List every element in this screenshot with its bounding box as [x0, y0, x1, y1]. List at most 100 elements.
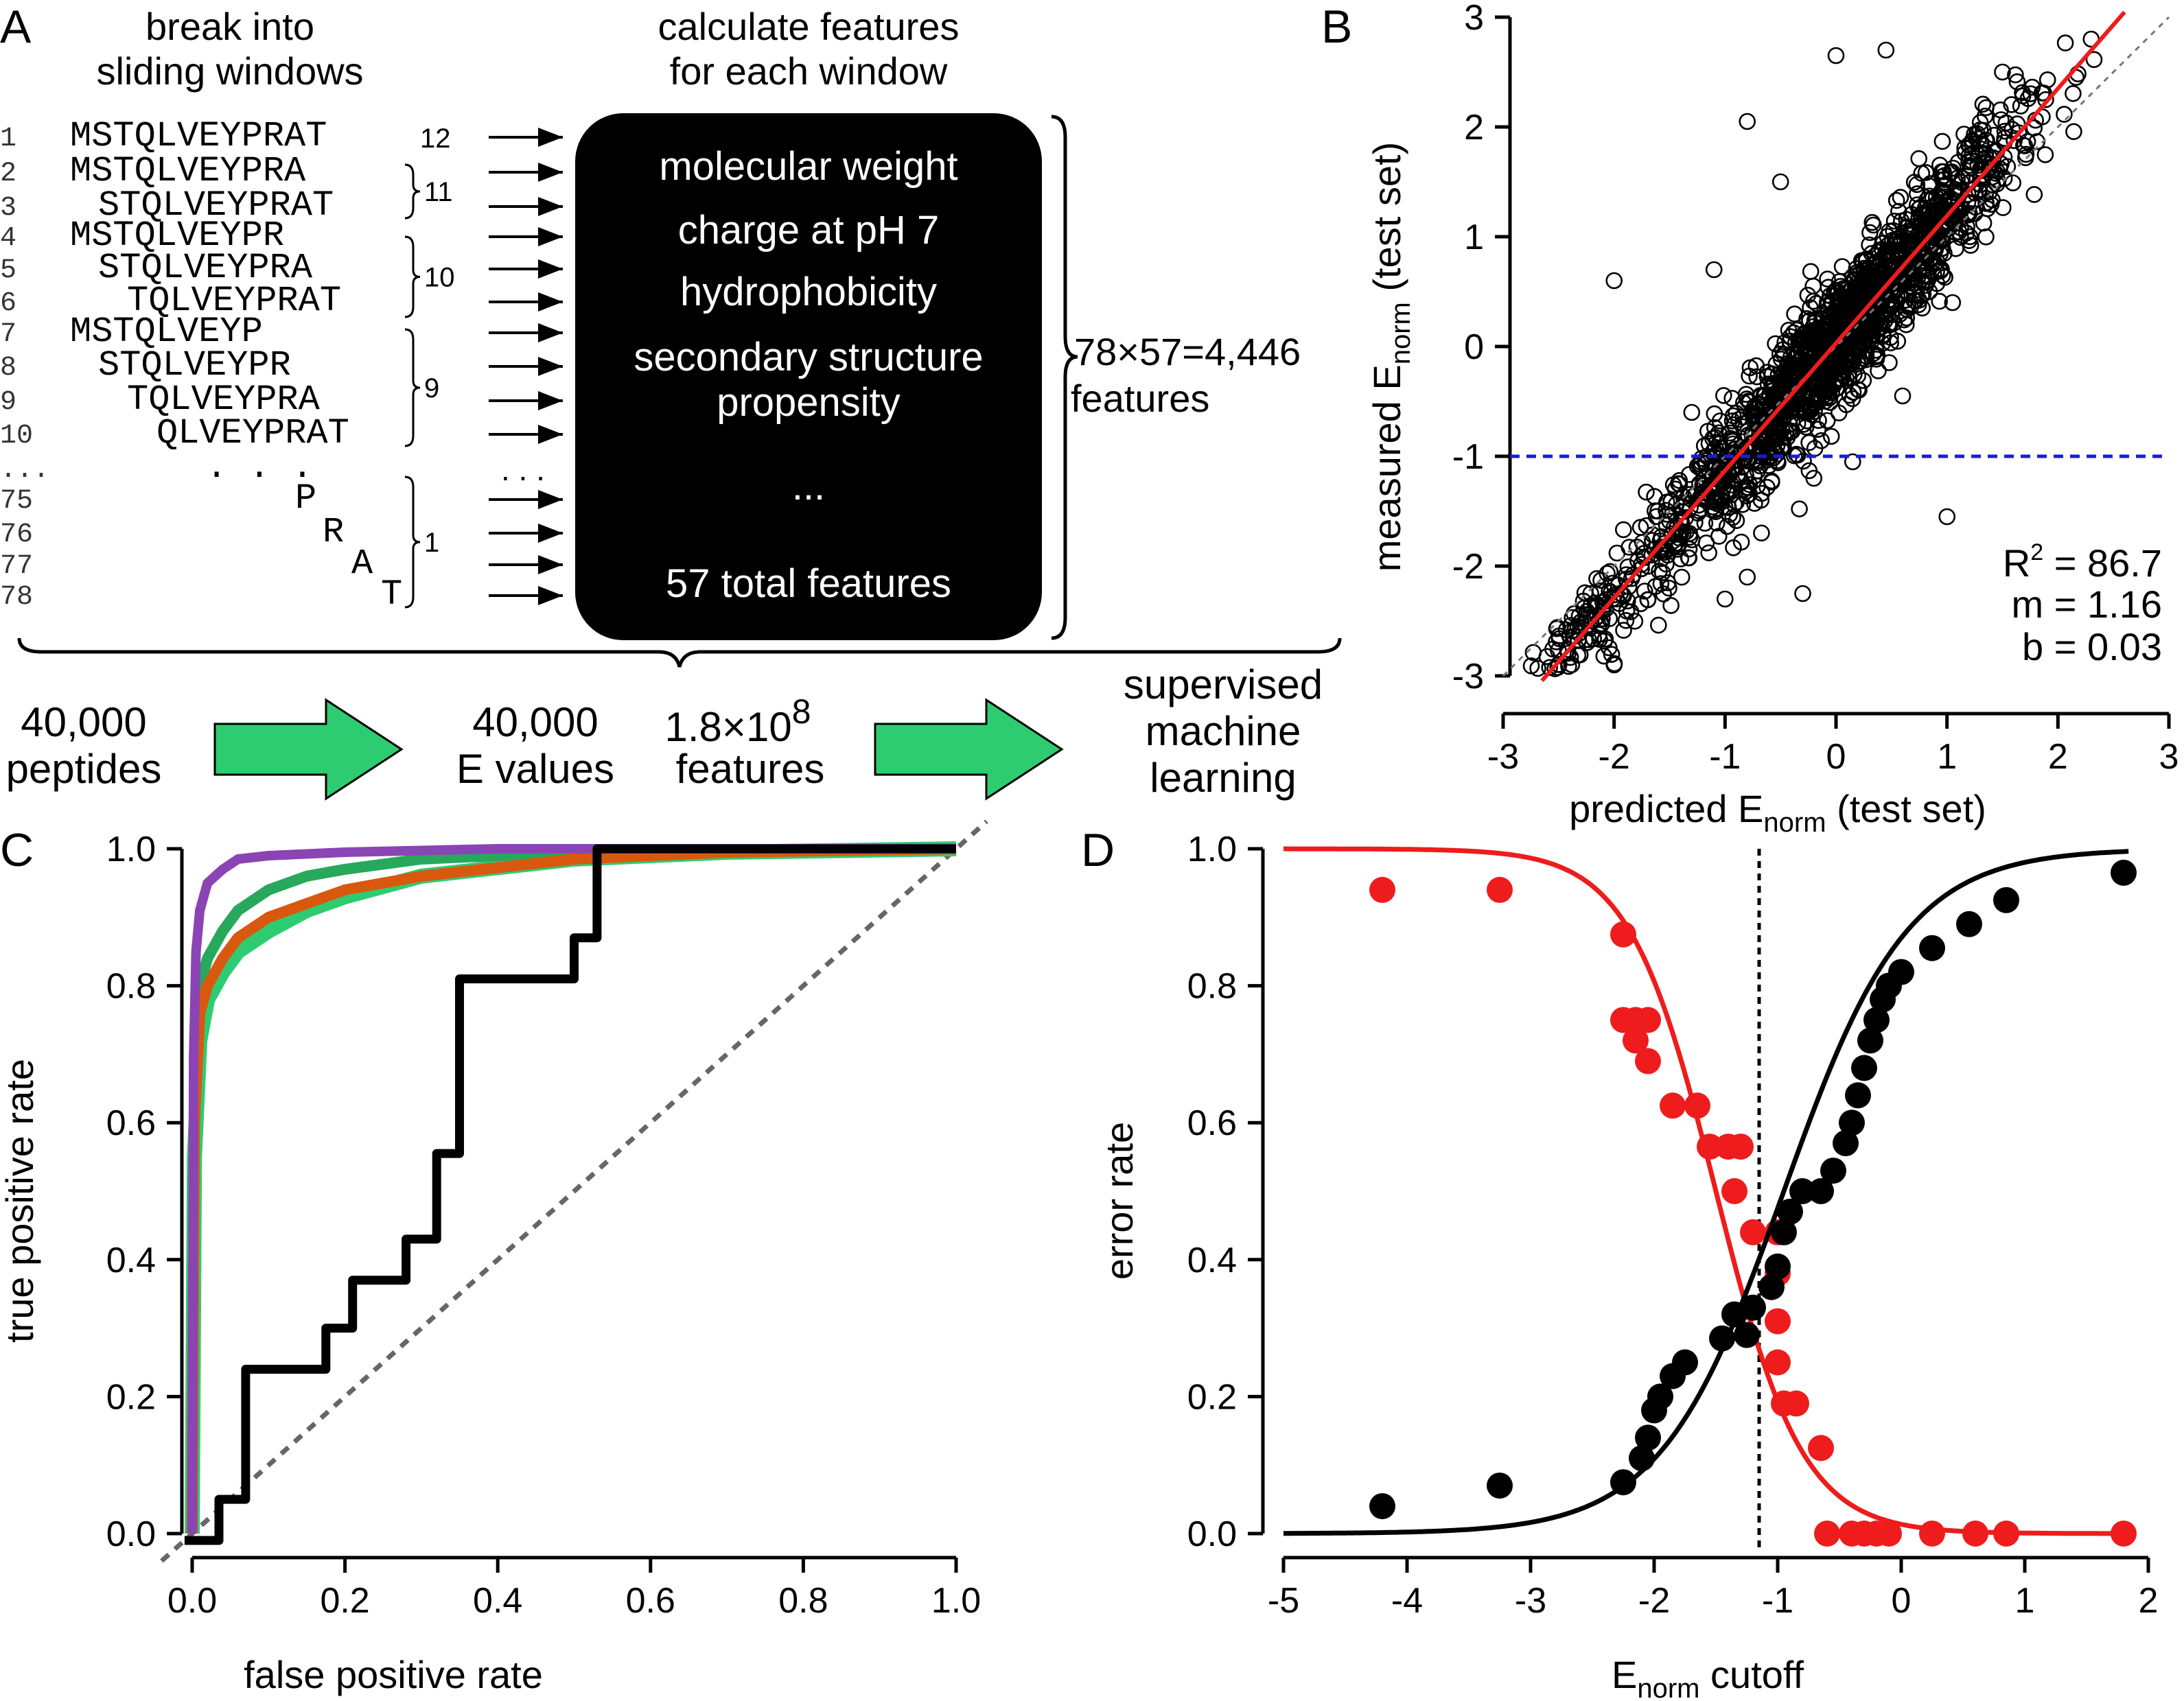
window-sequence: TQLVEYPRA	[127, 379, 321, 420]
x-tick-label: -1	[1762, 1581, 1793, 1621]
col1-header-line1: break into	[146, 5, 314, 48]
flow-ml-line1: supervised	[1124, 661, 1323, 707]
data-point	[1820, 1158, 1846, 1184]
panel-a-workflow: A break into sliding windows calculate f…	[0, 1, 1342, 801]
data-point	[2111, 1521, 2137, 1547]
panel-b-xlabel: predicted Enorm (test set)	[1569, 787, 1986, 838]
data-point	[1804, 277, 1822, 295]
data-point	[1717, 590, 1734, 608]
window-index: 8	[0, 353, 16, 384]
data-point	[1711, 412, 1729, 430]
data-point	[1953, 174, 1971, 191]
data-point	[1650, 616, 1667, 634]
window-sequence: A	[351, 543, 373, 584]
data-point	[1739, 568, 1756, 586]
window-index: ...	[0, 455, 49, 486]
panel-c-letter: C	[0, 824, 34, 876]
data-point	[1592, 572, 1610, 589]
data-point	[1839, 1110, 1865, 1136]
data-point	[1808, 1178, 1834, 1204]
data-point	[1721, 1178, 1747, 1204]
data-point	[1861, 224, 1879, 242]
panel-b-scatter: B -3 -2 -1 0 1 2 3 -3 -2 -1 0 1 2 3 R2 = 86.7 m = 1.1…	[1321, 0, 2179, 838]
data-point	[1737, 386, 1755, 403]
data-point	[1576, 584, 1594, 602]
data-point	[1798, 403, 1816, 420]
data-point	[1782, 403, 1799, 421]
data-point	[1960, 148, 1977, 165]
feature-item: charge at pH 7	[678, 208, 939, 253]
data-point	[1952, 219, 1969, 237]
data-point	[1570, 631, 1587, 649]
data-point	[1977, 228, 1995, 246]
data-point	[1596, 632, 1613, 650]
data-point	[1619, 558, 1637, 576]
feature-item: 57 total features	[666, 561, 951, 606]
data-point	[1524, 644, 1542, 661]
data-point	[1780, 321, 1798, 339]
data-point	[1789, 1178, 1815, 1204]
data-point	[1814, 1521, 1840, 1547]
data-point	[1840, 301, 1858, 318]
data-point	[1889, 332, 1907, 350]
data-point	[1996, 122, 2014, 140]
data-point	[1675, 488, 1693, 506]
group-count: 10	[424, 263, 455, 293]
data-point	[1564, 609, 1581, 626]
data-point	[1919, 1521, 1945, 1547]
data-point	[2025, 186, 2043, 203]
data-point	[1786, 305, 1803, 322]
data-point	[1931, 292, 1948, 310]
data-point	[1737, 466, 1754, 484]
data-point	[1919, 935, 1945, 961]
data-point	[1655, 585, 1672, 602]
fit-line	[1540, 10, 2126, 683]
data-point	[1877, 41, 1895, 59]
window-index: 5	[0, 255, 16, 286]
data-point	[2023, 78, 2041, 96]
fit-curve	[1283, 849, 2129, 1536]
data-point	[1615, 521, 1632, 539]
data-point	[1947, 239, 1964, 257]
data-point	[1960, 232, 1978, 250]
data-point	[1956, 144, 1973, 162]
panel-d-plot-area: -5 -4 -3 -2 -1 0 1 2 0.0 0.2 0.4 0.6 0.8 1.0	[1187, 830, 2159, 1621]
data-point	[1629, 1445, 1655, 1472]
data-point	[1610, 1469, 1636, 1496]
bottom-brace	[17, 637, 1342, 668]
data-point	[1566, 621, 1583, 639]
y-tick-label: -3	[1452, 657, 1484, 696]
feature-item: secondary structure	[634, 335, 983, 379]
data-point	[1746, 495, 1763, 512]
r2-stat: R2 = 86.7	[2003, 539, 2162, 585]
x-tick-label: 0	[1892, 1581, 1912, 1621]
data-point	[1719, 517, 1736, 535]
group-brace	[404, 235, 421, 318]
data-point	[2007, 66, 2024, 84]
y-tick-label: 0.8	[106, 967, 156, 1007]
col1-header-line2: sliding windows	[96, 49, 363, 93]
data-point	[1888, 959, 1914, 985]
data-point	[1756, 414, 1774, 431]
y-tick-label: 0.4	[106, 1241, 156, 1280]
y-tick-label: 0.0	[1187, 1514, 1237, 1554]
x-tick-label: -2	[1599, 737, 1630, 777]
data-point	[1783, 1390, 1809, 1417]
panel-b-plot-area: -3 -2 -1 0 1 2 3 -3 -2 -1 0 1 2 3	[1452, 0, 2179, 777]
group-count: 1	[424, 528, 439, 558]
data-point	[1844, 453, 1861, 471]
data-point	[2056, 106, 2073, 123]
data-point	[1765, 1253, 1791, 1280]
data-point	[1763, 472, 1780, 490]
data-point	[1801, 340, 1819, 358]
data-point	[1795, 452, 1812, 470]
flow-features-word: features	[676, 746, 825, 792]
data-point	[1638, 483, 1655, 501]
window-index: 2	[0, 159, 16, 189]
x-tick-label: 0.2	[320, 1581, 369, 1621]
window-index: 78	[0, 582, 33, 613]
data-point	[1894, 387, 1912, 405]
data-point	[1799, 286, 1817, 304]
window-sequence: MSTQLVEYP	[70, 312, 263, 352]
